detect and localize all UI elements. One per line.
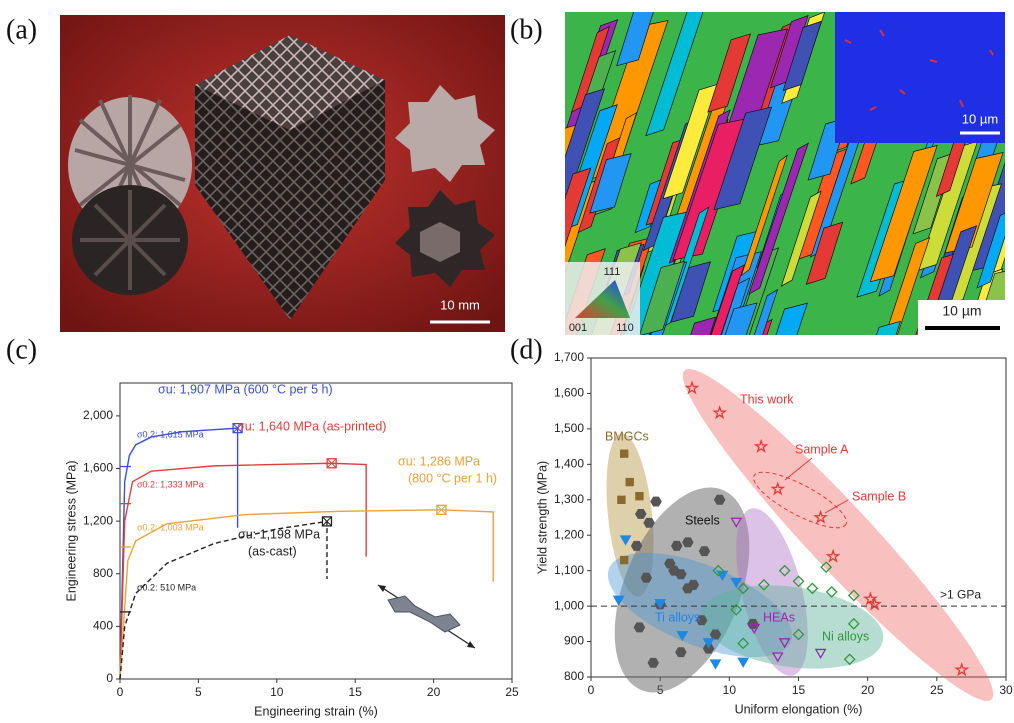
uts-label: (as-cast) <box>248 544 297 558</box>
data-point <box>676 648 686 657</box>
y-tick-label: 400 <box>93 619 113 633</box>
ipf-label: 001 <box>569 322 587 334</box>
data-point <box>676 570 686 579</box>
uts-label: σu: 1,286 MPa <box>398 454 480 468</box>
data-point <box>738 658 748 666</box>
data-point <box>621 556 628 563</box>
x-axis-label: Uniform elongation (%) <box>735 702 863 716</box>
panel-label: (d) <box>510 334 543 365</box>
group-label: Steels <box>685 513 720 527</box>
x-tick-label: 5 <box>195 685 202 699</box>
y-tick-label: 1,200 <box>83 513 113 527</box>
yield-label: σ0.2: 1,003 MPa <box>137 522 204 532</box>
inset-scale-bar-label: 10 µm <box>962 111 998 126</box>
ipf-label: 110 <box>616 322 634 334</box>
yield-label: σ0.2: 1,333 MPa <box>137 479 204 489</box>
y-tick-label: 800 <box>93 566 113 580</box>
page: Figure html, body { margin: 0; padding: … <box>0 0 1014 723</box>
data-point <box>641 573 651 582</box>
data-point <box>672 542 682 551</box>
data-point <box>632 542 642 551</box>
yield-label: σ0.2: 510 MPa <box>137 582 196 592</box>
x-tick-label: 15 <box>792 683 806 697</box>
data-point <box>715 495 725 504</box>
data-point <box>711 630 721 639</box>
specimen-icon <box>378 585 475 648</box>
uts-label: (800 °C per 1 h) <box>408 471 497 485</box>
body: {"panels": { "a": {"label": "(a)", "scal… <box>0 0 1014 723</box>
arrow-head <box>467 641 475 648</box>
photo-a: 10 mm <box>60 15 505 332</box>
group-label: Ti alloys <box>655 610 700 624</box>
data-point <box>648 658 658 667</box>
y-tick-label: 1,700 <box>554 350 584 364</box>
group-label: HEAs <box>763 610 795 624</box>
specimen <box>388 596 460 632</box>
data-point <box>711 660 721 668</box>
y-tick-label: 2,000 <box>83 408 113 422</box>
y-tick-label: 1,100 <box>554 563 584 577</box>
x-tick-label: 25 <box>930 683 944 697</box>
data-point <box>618 496 625 503</box>
yield-label: σ0.2: 1,615 MPa <box>137 429 204 439</box>
data-point <box>636 510 646 519</box>
y-tick-label: 1,600 <box>83 461 113 475</box>
x-tick-label: 10 <box>270 685 284 699</box>
figure: 10 mm 10 µm 10 µm 111 001 110 (a) (b) (c… <box>0 0 1014 723</box>
x-tick-label: 30 <box>999 683 1013 697</box>
scale-bar-label: 10 mm <box>440 297 480 312</box>
group-label: Ni alloys <box>822 629 869 643</box>
data-point <box>636 493 643 500</box>
data-point <box>634 623 644 632</box>
x-tick-label: 0 <box>117 685 124 699</box>
y-tick-label: 1,000 <box>554 598 584 612</box>
data-point <box>683 584 693 593</box>
panel-label: (c) <box>6 334 37 365</box>
panel-label: (b) <box>510 14 543 45</box>
uts-label: σu: 1,640 MPa (as-printed) <box>237 419 386 433</box>
x-axis-label: Engineering strain (%) <box>254 704 378 718</box>
data-point <box>683 538 693 547</box>
uts-label: σu: 1,198 MPa <box>238 527 320 541</box>
y-tick-label: 1,600 <box>554 386 584 400</box>
y-tick-label: 1,300 <box>554 492 584 506</box>
x-tick-label: 15 <box>349 685 363 699</box>
y-tick-label: 1,500 <box>554 421 584 435</box>
scale-bar-label: 10 µm <box>942 303 981 319</box>
x-tick-label: 25 <box>505 685 519 699</box>
impeller-blades-lower <box>80 190 180 290</box>
annotation: Sample B <box>852 489 906 503</box>
impeller <box>68 95 192 295</box>
arrow-head <box>378 585 386 592</box>
y-axis-label: Engineering stress (MPa) <box>64 460 78 601</box>
x-tick-label: 20 <box>861 683 875 697</box>
data-point <box>651 497 661 506</box>
stress-strain-curve <box>120 463 366 679</box>
uts-label: σu: 1,907 MPa (600 °C per 5 h) <box>158 382 333 396</box>
y-axis-label: Yield strength (MPa) <box>535 461 549 574</box>
data-point <box>626 479 633 486</box>
threshold-label: >1 GPa <box>940 587 981 601</box>
ipf-label: 111 <box>604 266 621 278</box>
group-label: This work <box>740 392 794 406</box>
data-point <box>621 450 628 457</box>
y-tick-label: 900 <box>564 634 584 648</box>
y-tick-label: 1,200 <box>554 527 584 541</box>
data-point <box>748 620 758 629</box>
x-tick-label: 20 <box>427 685 441 699</box>
group-label: BMGCs <box>605 429 649 443</box>
x-tick-label: 10 <box>723 683 737 697</box>
photo-b: 10 µm 10 µm 111 001 110 <box>523 4 1014 450</box>
annotation: Sample A <box>795 442 849 456</box>
data-point <box>644 518 654 527</box>
y-tick-label: 1,400 <box>554 457 584 471</box>
panel-label: (a) <box>6 14 37 45</box>
data-point <box>699 547 709 556</box>
y-tick-label: 800 <box>564 669 584 683</box>
x-tick-label: 0 <box>588 683 595 697</box>
y-tick-label: 0 <box>106 671 113 685</box>
